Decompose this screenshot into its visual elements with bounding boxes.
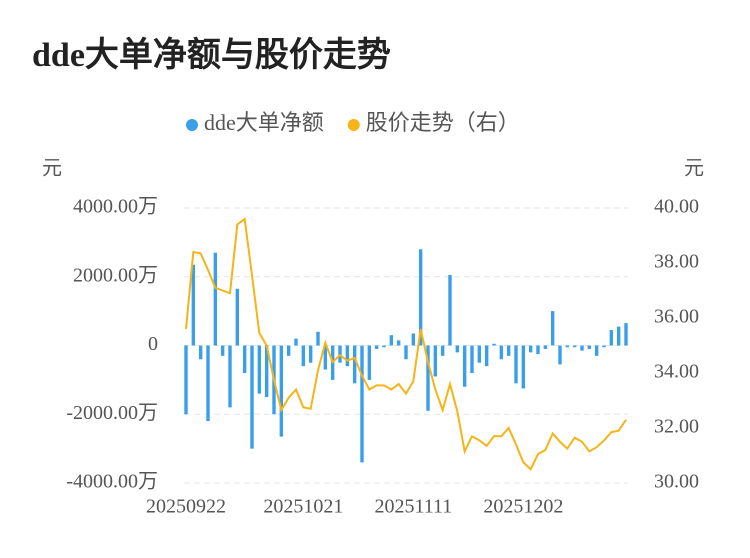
bar bbox=[360, 345, 364, 463]
bar bbox=[462, 345, 467, 387]
bar bbox=[396, 340, 401, 346]
bar bbox=[345, 345, 350, 367]
x-tick-label: 20250922 bbox=[146, 496, 226, 518]
bar bbox=[264, 345, 269, 398]
bar bbox=[433, 345, 438, 377]
x-tick-label: 20251202 bbox=[483, 496, 563, 518]
y2-tick-label: 30.00 bbox=[654, 471, 699, 493]
bar bbox=[587, 345, 592, 349]
bar bbox=[550, 311, 555, 346]
bar bbox=[235, 288, 240, 346]
bar bbox=[301, 345, 306, 367]
legend-marker bbox=[347, 119, 360, 131]
bar bbox=[565, 345, 570, 348]
bar bbox=[382, 345, 386, 348]
bar bbox=[514, 345, 518, 384]
bar bbox=[374, 345, 379, 349]
legend-marker bbox=[186, 119, 198, 131]
bar bbox=[286, 345, 291, 356]
y-unit: 元 bbox=[42, 158, 62, 180]
bar bbox=[426, 345, 430, 411]
bar bbox=[455, 345, 460, 353]
y-tick-label: 2000.00万 bbox=[73, 264, 158, 286]
y2-tick-label: 38.00 bbox=[654, 251, 699, 273]
bar bbox=[250, 345, 254, 449]
bar bbox=[213, 252, 218, 346]
bar bbox=[367, 345, 372, 380]
bar bbox=[558, 345, 562, 365]
legend-label: dde大单净额 bbox=[204, 110, 324, 135]
bar bbox=[602, 345, 606, 348]
y-tick-label: 0 bbox=[148, 333, 158, 355]
bar bbox=[448, 275, 452, 346]
bar bbox=[528, 345, 533, 353]
bar bbox=[257, 345, 262, 394]
bar bbox=[352, 345, 357, 384]
x-tick-label: 20251021 bbox=[263, 496, 343, 518]
y2-unit: 元 bbox=[684, 158, 704, 180]
bar bbox=[609, 330, 614, 346]
bar bbox=[411, 333, 416, 346]
bar bbox=[294, 338, 298, 346]
bar bbox=[594, 345, 599, 356]
bar bbox=[323, 345, 328, 370]
bar bbox=[198, 345, 203, 360]
bar bbox=[228, 345, 232, 408]
y2-tick-label: 34.00 bbox=[654, 361, 699, 383]
bar bbox=[536, 345, 540, 355]
bar bbox=[308, 345, 313, 363]
bar bbox=[470, 345, 474, 373]
bar bbox=[191, 264, 196, 346]
y2-tick-label: 40.00 bbox=[654, 196, 699, 218]
bar bbox=[492, 343, 496, 346]
chart-title: dde大单净额与股价走势 bbox=[32, 36, 391, 74]
bar bbox=[404, 345, 408, 360]
bar bbox=[506, 345, 511, 356]
bar bbox=[521, 345, 526, 389]
price-line bbox=[185, 217, 627, 471]
y2-tick-label: 36.00 bbox=[654, 306, 699, 328]
bar bbox=[279, 345, 284, 437]
bar bbox=[206, 345, 210, 422]
bar bbox=[572, 345, 577, 348]
bar bbox=[477, 345, 482, 363]
bar bbox=[616, 326, 621, 346]
legend-label: 股价走势（右） bbox=[366, 110, 520, 135]
bar bbox=[220, 345, 225, 356]
y2-tick-label: 32.00 bbox=[654, 416, 699, 438]
bar bbox=[184, 345, 188, 415]
bar bbox=[418, 249, 423, 346]
bar bbox=[484, 345, 489, 367]
x-tick-label: 20251111 bbox=[374, 496, 452, 518]
bar bbox=[580, 345, 584, 351]
y-tick-label: -2000.00万 bbox=[66, 402, 158, 424]
bar bbox=[242, 345, 247, 373]
bar bbox=[316, 331, 320, 346]
y-tick-label: 4000.00万 bbox=[73, 196, 158, 218]
y-tick-label: -4000.00万 bbox=[66, 471, 158, 493]
bar bbox=[543, 345, 548, 349]
bar bbox=[440, 345, 445, 356]
bar bbox=[499, 345, 504, 360]
bar bbox=[624, 323, 628, 346]
bar bbox=[389, 335, 394, 346]
